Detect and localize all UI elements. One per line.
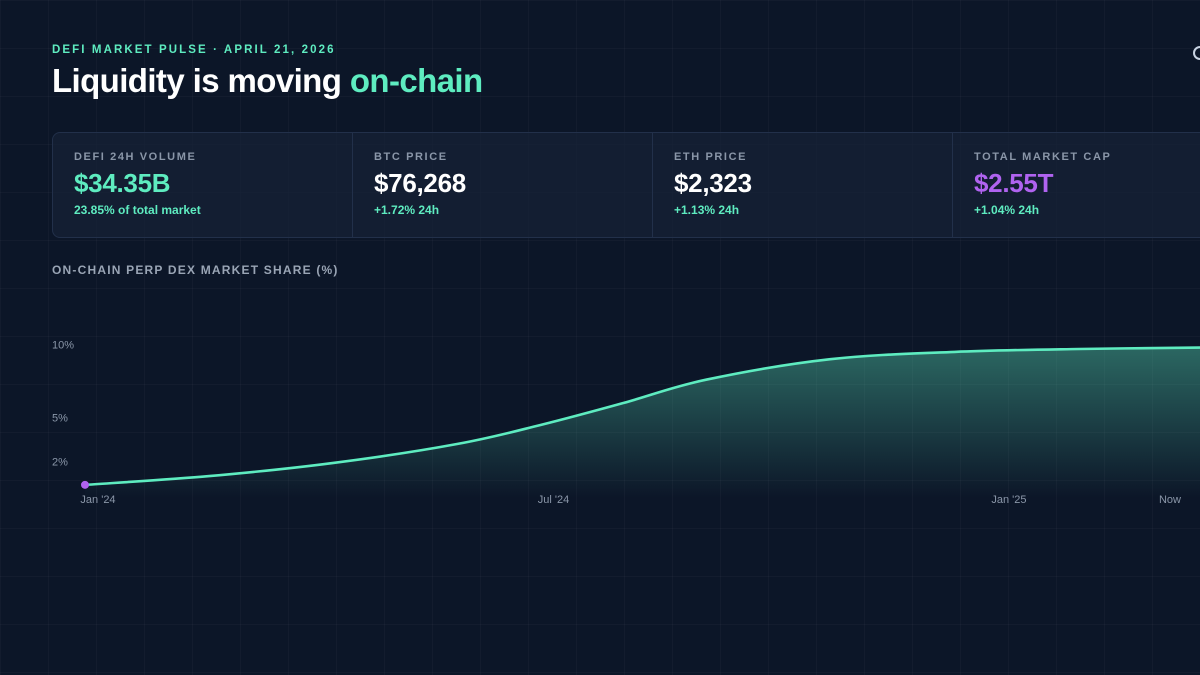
title-accent: on-chain [349,62,483,99]
stat-eth-price: ETH PRICE $2,323 +1.13% 24h [653,133,953,237]
stat-sub: 23.85% of total market [74,203,201,217]
chart-title: ON-CHAIN PERP DEX MARKET SHARE (%) [52,263,339,277]
stat-value: $2,323 [674,168,752,198]
stats-panel: DEFI 24H VOLUME $34.35B 23.85% of total … [52,132,1200,238]
market-share-line [83,346,1200,487]
y-tick-label: 2% [52,456,68,468]
stat-value: $2.55T [974,168,1054,198]
report-kicker: DEFI MARKET PULSE · APRIL 21, 2026 [52,44,336,56]
stat-btc-price: BTC PRICE $76,268 +1.72% 24h [353,133,653,237]
stat-label: BTC PRICE [374,151,448,163]
start-point-marker [81,480,89,489]
stat-defi-volume: DEFI 24H VOLUME $34.35B 23.85% of total … [53,133,353,237]
stat-label: ETH PRICE [674,151,748,163]
page-title: Liquidity is moving on-chain [52,62,483,100]
market-share-area [85,347,1200,498]
stat-value: $34.35B [74,168,171,198]
stat-sub: +1.13% 24h [674,203,740,217]
stat-sub: +1.04% 24h [974,203,1040,217]
stat-total-market-cap: TOTAL MARKET CAP $2.55T +1.04% 24h [953,133,1200,237]
title-main: Liquidity is moving [52,62,350,99]
y-tick-label: 10% [52,340,74,352]
stat-sub: +1.72% 24h [374,203,440,217]
ring-icon [1193,46,1200,60]
stat-value: $76,268 [374,168,466,198]
stat-label: TOTAL MARKET CAP [974,151,1112,163]
stat-label: DEFI 24H VOLUME [74,151,197,163]
y-tick-label: 5% [52,413,68,425]
